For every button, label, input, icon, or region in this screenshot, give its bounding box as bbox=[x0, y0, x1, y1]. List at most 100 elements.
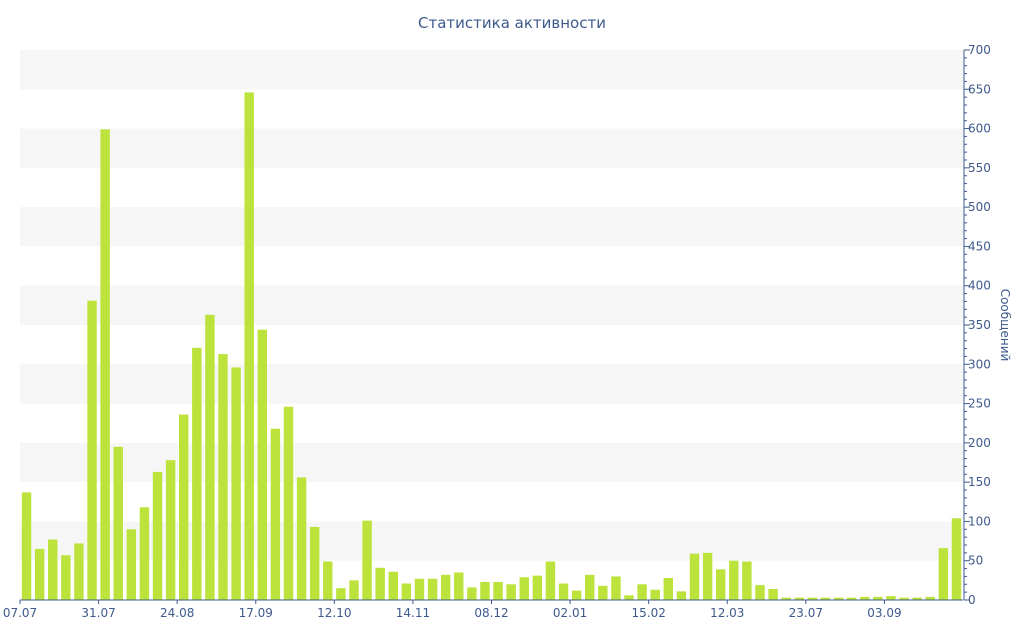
bar bbox=[663, 578, 674, 600]
bar bbox=[729, 560, 739, 600]
bar bbox=[689, 553, 700, 600]
bar bbox=[113, 446, 123, 600]
grid-band bbox=[20, 128, 963, 168]
bar bbox=[702, 552, 713, 600]
x-tick-label: 14.11 bbox=[396, 606, 430, 620]
bar bbox=[205, 314, 215, 600]
y-tick-label: 600 bbox=[968, 122, 991, 136]
bar bbox=[152, 471, 163, 600]
bar bbox=[61, 555, 71, 600]
y-tick-label: 150 bbox=[968, 475, 991, 489]
bar bbox=[545, 561, 556, 600]
bar bbox=[309, 526, 320, 600]
y-axis-title: Сообщений bbox=[998, 289, 1012, 362]
bar bbox=[179, 414, 189, 600]
bar bbox=[558, 583, 569, 600]
y-axis: 0 50 100 150 200 250 300 350 400 450 500 550 600 650 7… bbox=[963, 43, 1012, 607]
bar bbox=[349, 580, 359, 600]
y-tick-label: 500 bbox=[968, 200, 991, 214]
bar bbox=[637, 584, 647, 600]
y-tick-label: 350 bbox=[968, 318, 991, 332]
x-tick-label: 17.09 bbox=[239, 606, 273, 620]
bar bbox=[611, 576, 621, 600]
bar bbox=[860, 596, 870, 600]
bar bbox=[715, 569, 726, 600]
bar bbox=[938, 548, 949, 600]
bar bbox=[585, 574, 595, 600]
x-tick-label: 23.07 bbox=[789, 606, 823, 620]
bar bbox=[676, 591, 687, 600]
bar bbox=[899, 597, 909, 600]
x-tick-label: 08.12 bbox=[474, 606, 508, 620]
bars bbox=[21, 92, 962, 600]
bar bbox=[323, 561, 333, 600]
bar bbox=[532, 575, 543, 600]
bar bbox=[493, 581, 503, 600]
bar bbox=[87, 300, 97, 600]
y-tick-label: 100 bbox=[968, 514, 991, 528]
bar bbox=[624, 595, 634, 600]
bar bbox=[296, 477, 307, 600]
y-tick-label: 0 bbox=[968, 593, 976, 607]
bar bbox=[218, 354, 228, 600]
bar bbox=[414, 578, 425, 600]
bar bbox=[925, 596, 935, 600]
bar bbox=[244, 92, 254, 600]
y-tick-label: 300 bbox=[968, 357, 991, 371]
bar bbox=[257, 329, 268, 600]
y-tick-label: 450 bbox=[968, 239, 991, 253]
grid-band bbox=[20, 442, 963, 483]
bar bbox=[388, 571, 398, 600]
bar bbox=[598, 585, 608, 600]
y-tick-label: 650 bbox=[968, 82, 991, 96]
bar bbox=[375, 567, 385, 600]
bar bbox=[794, 597, 804, 600]
chart-title: Статистика активности bbox=[418, 14, 606, 32]
bar bbox=[270, 428, 281, 600]
bar bbox=[912, 597, 922, 600]
bar bbox=[519, 577, 529, 600]
grid-band bbox=[20, 207, 963, 247]
bar bbox=[768, 589, 778, 600]
bar bbox=[755, 585, 765, 600]
grid-band bbox=[20, 50, 963, 90]
bar bbox=[506, 584, 516, 600]
bar bbox=[74, 543, 84, 600]
x-tick-label: 31.07 bbox=[81, 606, 115, 620]
bar bbox=[283, 406, 294, 600]
x-tick-label: 07.07 bbox=[3, 606, 37, 620]
grid-bands bbox=[20, 50, 963, 561]
x-tick-label: 24.08 bbox=[160, 606, 194, 620]
bar bbox=[34, 548, 45, 600]
bar bbox=[650, 589, 660, 600]
x-tick-label: 12.03 bbox=[710, 606, 744, 620]
grid-band bbox=[20, 521, 963, 561]
bar bbox=[139, 507, 150, 600]
grid-band bbox=[20, 285, 963, 325]
y-tick-label: 50 bbox=[968, 554, 983, 568]
bar bbox=[21, 492, 32, 600]
bar bbox=[231, 367, 241, 600]
grid-band bbox=[20, 364, 963, 404]
y-tick-label: 200 bbox=[968, 436, 991, 450]
y-tick-label: 700 bbox=[968, 43, 991, 57]
y-tick-label: 550 bbox=[968, 161, 991, 175]
bar bbox=[126, 529, 137, 600]
bar bbox=[820, 597, 831, 600]
bar bbox=[951, 518, 962, 600]
bar bbox=[742, 561, 752, 600]
x-tick-label: 15.02 bbox=[631, 606, 665, 620]
bar bbox=[336, 588, 346, 600]
bar bbox=[886, 596, 896, 600]
y-tick-label: 400 bbox=[968, 279, 991, 293]
y-tick-label: 250 bbox=[968, 397, 991, 411]
bar bbox=[467, 587, 477, 600]
bar bbox=[846, 597, 857, 600]
bar bbox=[48, 539, 58, 600]
bar bbox=[192, 347, 202, 600]
bar bbox=[873, 596, 883, 600]
bar bbox=[833, 597, 844, 600]
x-tick-label: 12.10 bbox=[317, 606, 351, 620]
